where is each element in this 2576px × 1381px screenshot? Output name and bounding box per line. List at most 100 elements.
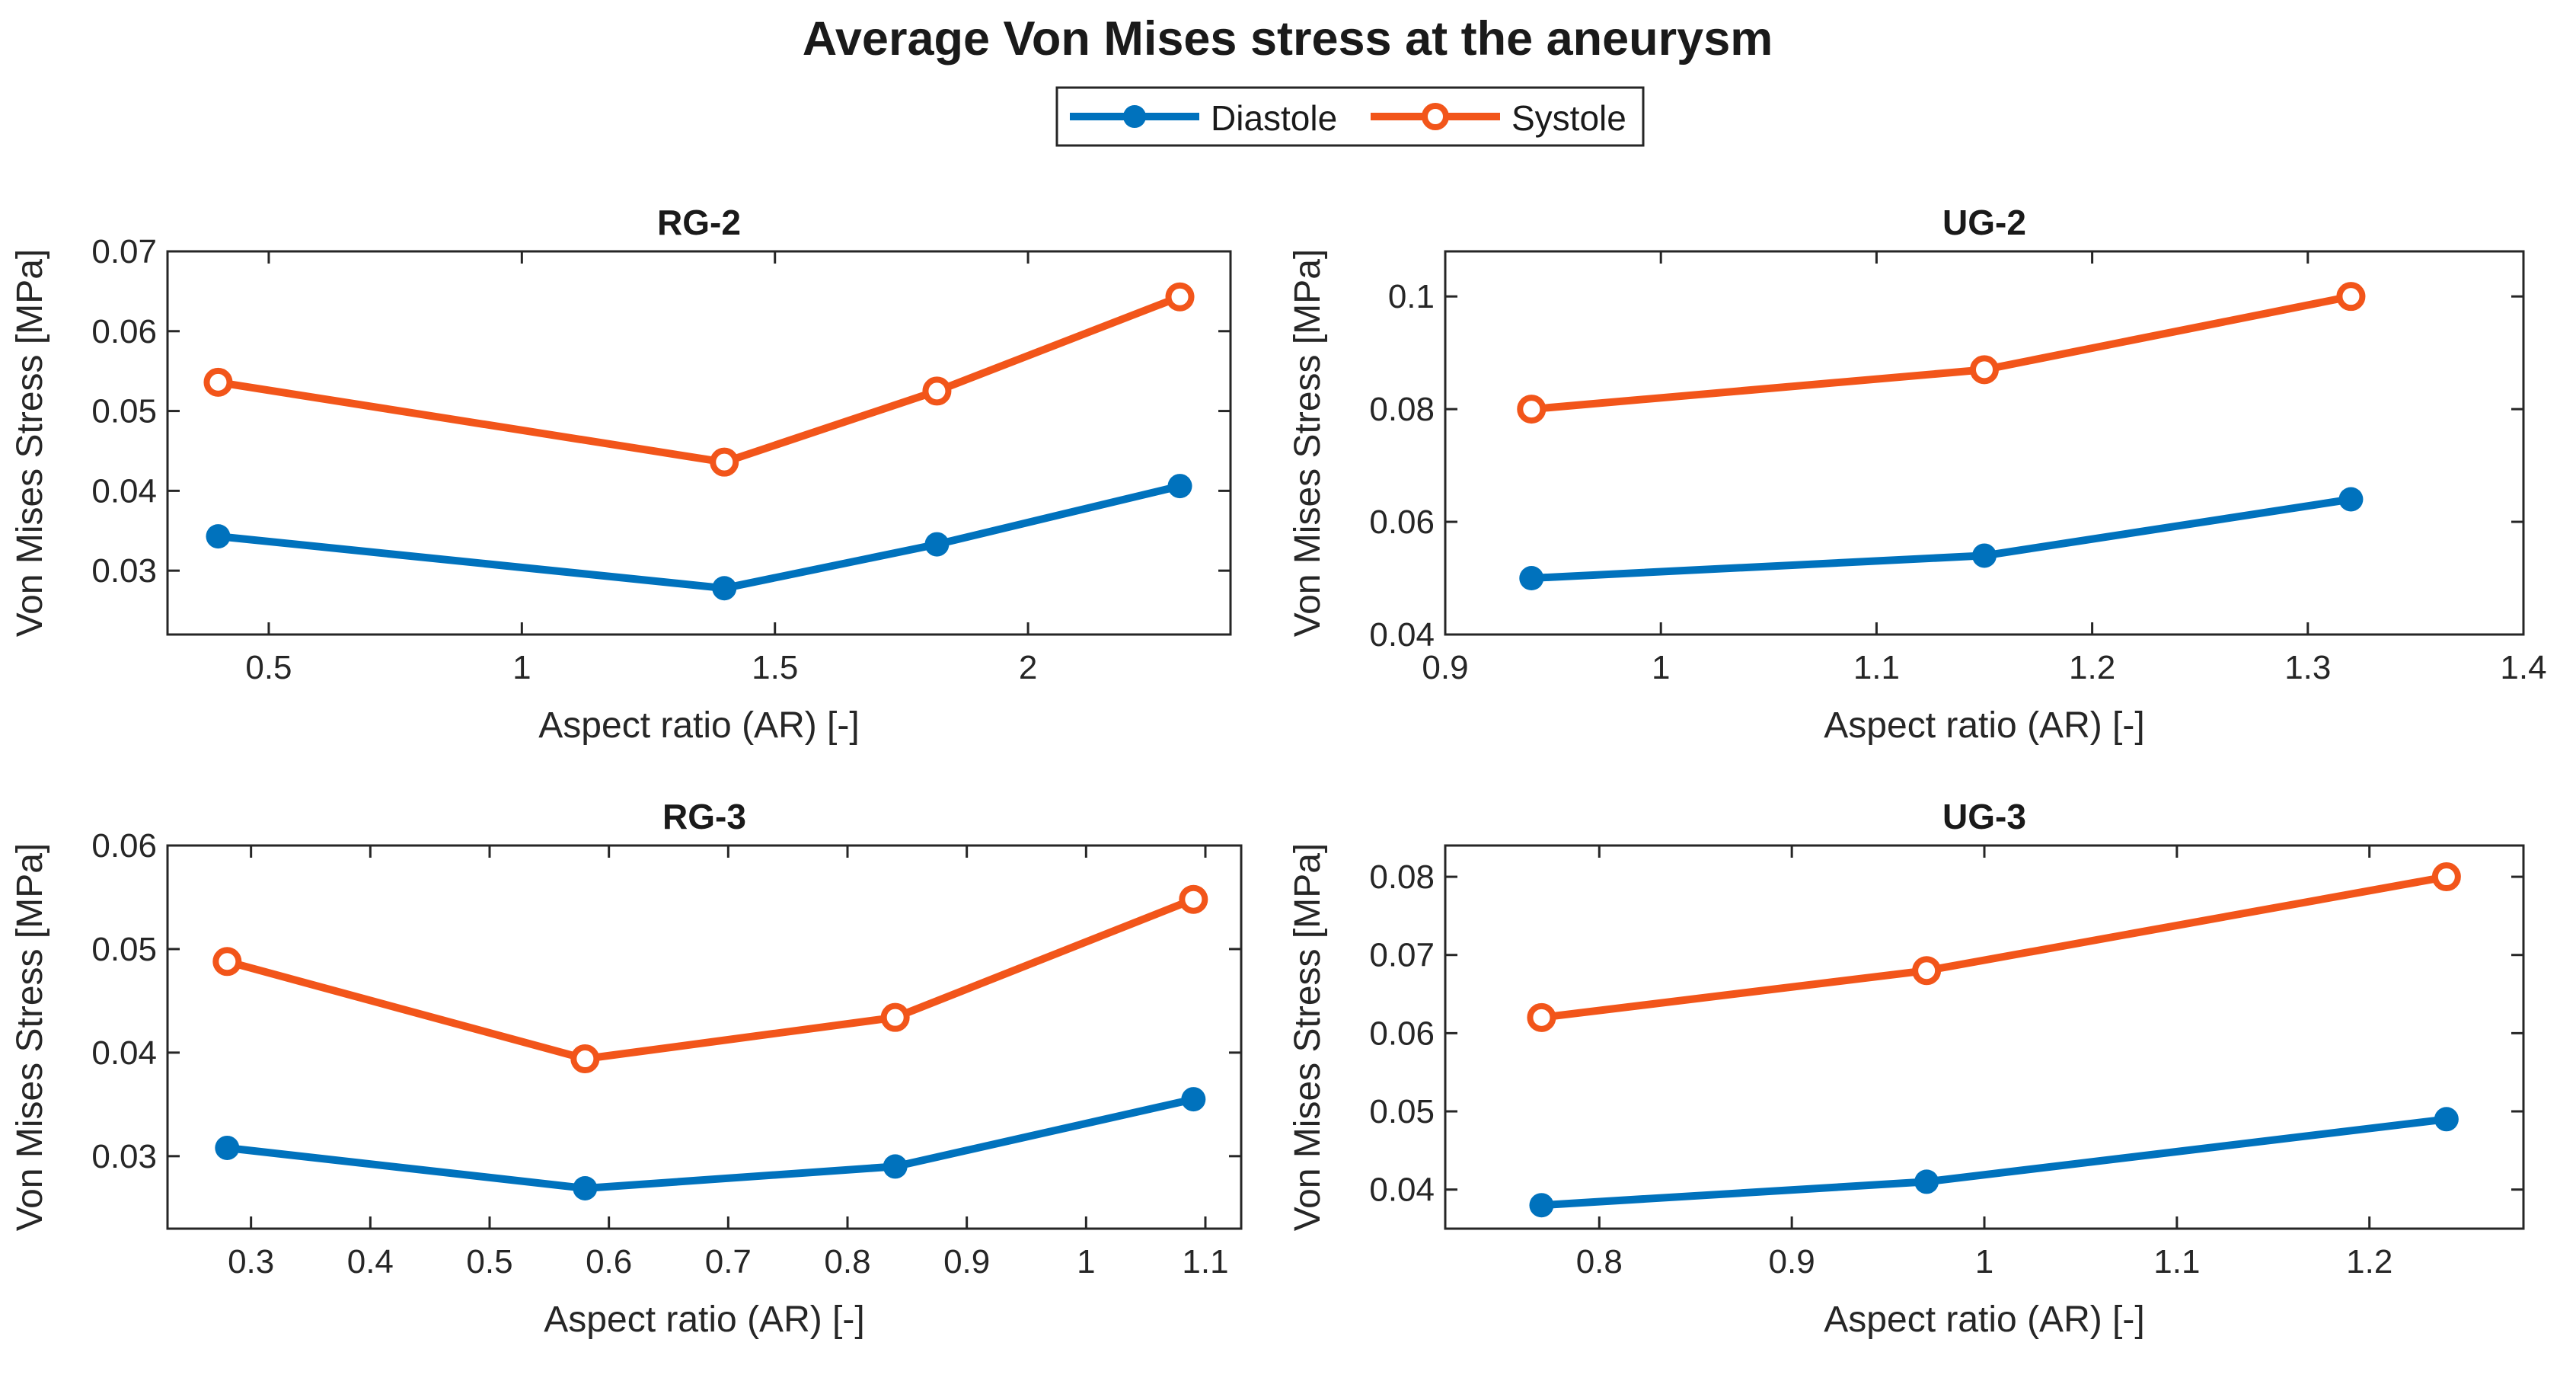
data-point-diastole[interactable] bbox=[206, 524, 231, 549]
data-point-diastole[interactable] bbox=[1972, 543, 1997, 568]
legend-label-systole: Systole bbox=[1511, 98, 1626, 138]
data-point-diastole[interactable] bbox=[215, 1135, 240, 1160]
x-tick-label: 0.5 bbox=[466, 1243, 512, 1280]
subplot-title: RG-3 bbox=[662, 797, 746, 836]
series-diastole bbox=[1519, 487, 2364, 591]
series-line-systole bbox=[225, 896, 1195, 1063]
y-tick-label: 0.07 bbox=[1369, 937, 1435, 974]
data-point-systole[interactable] bbox=[880, 1002, 910, 1032]
x-axis-label: Aspect ratio (AR) [-] bbox=[1824, 705, 2144, 746]
x-tick-label: 1 bbox=[1077, 1243, 1095, 1280]
data-point-systole[interactable] bbox=[1165, 282, 1195, 312]
y-tick-label: 0.08 bbox=[1369, 858, 1435, 896]
data-point-systole[interactable] bbox=[1527, 1002, 1556, 1032]
data-point-diastole[interactable] bbox=[1167, 474, 1192, 499]
data-point-systole[interactable] bbox=[710, 447, 739, 477]
data-point-systole[interactable] bbox=[1970, 355, 1999, 385]
y-tick-label: 0.06 bbox=[91, 827, 157, 865]
x-tick-label: 1.1 bbox=[2153, 1243, 2200, 1280]
subplot-ug-2: UG-2 0.9 1 1.1 1.2 1.3 1.4 0.04 0.06 0.08 0.1 Aspec… bbox=[1288, 203, 2547, 746]
subplot-title: RG-2 bbox=[657, 203, 741, 242]
y-tick-label: 0.04 bbox=[1369, 616, 1435, 654]
y-tick-label: 0.06 bbox=[91, 313, 157, 350]
data-point-diastole[interactable] bbox=[883, 1154, 908, 1179]
y-tick-label: 0.1 bbox=[1388, 278, 1435, 315]
series-diastole bbox=[215, 1087, 1206, 1200]
series-systole bbox=[203, 282, 1195, 477]
subplot-rg-3: RG-3 0.3 0.4 0.5 0.6 0.7 0.8 0.9 1 1.1 0.03 0.04 0.0… bbox=[10, 797, 1243, 1340]
series-systole bbox=[1527, 862, 2461, 1032]
y-tick-label: 0.03 bbox=[91, 552, 157, 590]
axes-box bbox=[1444, 844, 2525, 1230]
x-tick-label: 1.5 bbox=[752, 649, 798, 686]
data-point-diastole[interactable] bbox=[1519, 566, 1544, 591]
data-point-diastole[interactable] bbox=[2434, 1107, 2459, 1132]
data-point-systole[interactable] bbox=[212, 947, 242, 977]
x-tick-label: 0.9 bbox=[943, 1243, 990, 1280]
y-axis-label: Von Mises Stress [MPa] bbox=[1288, 843, 1328, 1232]
data-point-diastole[interactable] bbox=[712, 576, 737, 601]
data-point-systole[interactable] bbox=[2431, 862, 2461, 892]
y-tick-label: 0.05 bbox=[91, 393, 157, 430]
y-tick-label: 0.07 bbox=[91, 233, 157, 270]
x-tick-label: 1 bbox=[512, 649, 531, 686]
series-line-diastole bbox=[217, 482, 1181, 593]
x-tick-label: 1 bbox=[1652, 649, 1670, 686]
x-tick-label: 0.3 bbox=[228, 1243, 274, 1280]
data-point-diastole[interactable] bbox=[924, 532, 950, 557]
data-point-diastole[interactable] bbox=[1529, 1193, 1554, 1218]
y-tick-label: 0.04 bbox=[91, 472, 157, 510]
x-tick-label: 0.8 bbox=[824, 1243, 870, 1280]
legend-marker-systole bbox=[1422, 103, 1449, 130]
series-systole bbox=[1517, 282, 2366, 424]
subplot-ug-3: UG-3 0.8 0.9 1 1.1 1.2 0.04 0.05 0.06 0.07 0.08 Asp… bbox=[1288, 797, 2525, 1340]
x-axis-label: Aspect ratio (AR) [-] bbox=[538, 705, 859, 746]
y-tick-label: 0.06 bbox=[1369, 1015, 1435, 1052]
x-tick-label: 0.9 bbox=[1422, 649, 1468, 686]
data-point-systole[interactable] bbox=[570, 1044, 600, 1074]
series-line-systole bbox=[217, 293, 1182, 466]
figure-title: Average Von Mises stress at the aneurysm bbox=[803, 12, 1773, 66]
x-tick-label: 1.4 bbox=[2500, 649, 2546, 686]
data-point-diastole[interactable] bbox=[2338, 487, 2364, 512]
series-diastole bbox=[206, 474, 1192, 601]
axes-box bbox=[166, 250, 1232, 636]
y-tick-label: 0.05 bbox=[91, 931, 157, 968]
data-point-systole[interactable] bbox=[2336, 282, 2366, 312]
data-point-systole[interactable] bbox=[1912, 956, 1942, 986]
legend-entry-systole[interactable]: Systole bbox=[1371, 98, 1626, 138]
x-axis-label: Aspect ratio (AR) [-] bbox=[1824, 1299, 2144, 1340]
data-point-diastole[interactable] bbox=[1914, 1169, 1939, 1194]
legend[interactable]: Diastole Systole bbox=[1055, 86, 1645, 147]
y-tick-label: 0.04 bbox=[1369, 1172, 1435, 1209]
y-axis-label: Von Mises Stress [MPa] bbox=[1288, 249, 1328, 638]
x-tick-label: 0.8 bbox=[1576, 1243, 1623, 1280]
legend-label-diastole: Diastole bbox=[1211, 98, 1337, 138]
series-line-diastole bbox=[226, 1095, 1195, 1192]
x-tick-label: 0.7 bbox=[705, 1243, 752, 1280]
data-point-systole[interactable] bbox=[203, 367, 233, 397]
subplot-title: UG-3 bbox=[1942, 797, 2026, 836]
axes-box bbox=[166, 844, 1243, 1230]
y-tick-label: 0.08 bbox=[1369, 391, 1435, 428]
data-point-systole[interactable] bbox=[1517, 395, 1547, 424]
x-tick-label: 1.3 bbox=[2284, 649, 2331, 686]
y-axis-label: Von Mises Stress [MPa] bbox=[10, 843, 50, 1232]
subplots: RG-2 0.5 1 1.5 2 0.03 0.04 0.05 0.06 0.07 Aspect r… bbox=[10, 203, 2547, 1340]
y-tick-label: 0.06 bbox=[1369, 503, 1435, 541]
data-point-diastole[interactable] bbox=[573, 1175, 598, 1200]
x-tick-label: 1.2 bbox=[2069, 649, 2115, 686]
x-tick-label: 1 bbox=[1975, 1243, 1993, 1280]
legend-entry-diastole[interactable]: Diastole bbox=[1070, 98, 1337, 138]
data-point-systole[interactable] bbox=[1179, 884, 1208, 914]
x-tick-label: 0.5 bbox=[245, 649, 292, 686]
data-point-systole[interactable] bbox=[922, 376, 952, 406]
subplot-title: UG-2 bbox=[1942, 203, 2026, 242]
x-tick-label: 0.4 bbox=[347, 1243, 394, 1280]
y-tick-label: 0.05 bbox=[1369, 1093, 1435, 1130]
y-tick-label: 0.03 bbox=[91, 1138, 157, 1175]
x-tick-label: 1.1 bbox=[1182, 1243, 1228, 1280]
data-point-diastole[interactable] bbox=[1181, 1087, 1206, 1112]
series-systole bbox=[212, 884, 1208, 1074]
